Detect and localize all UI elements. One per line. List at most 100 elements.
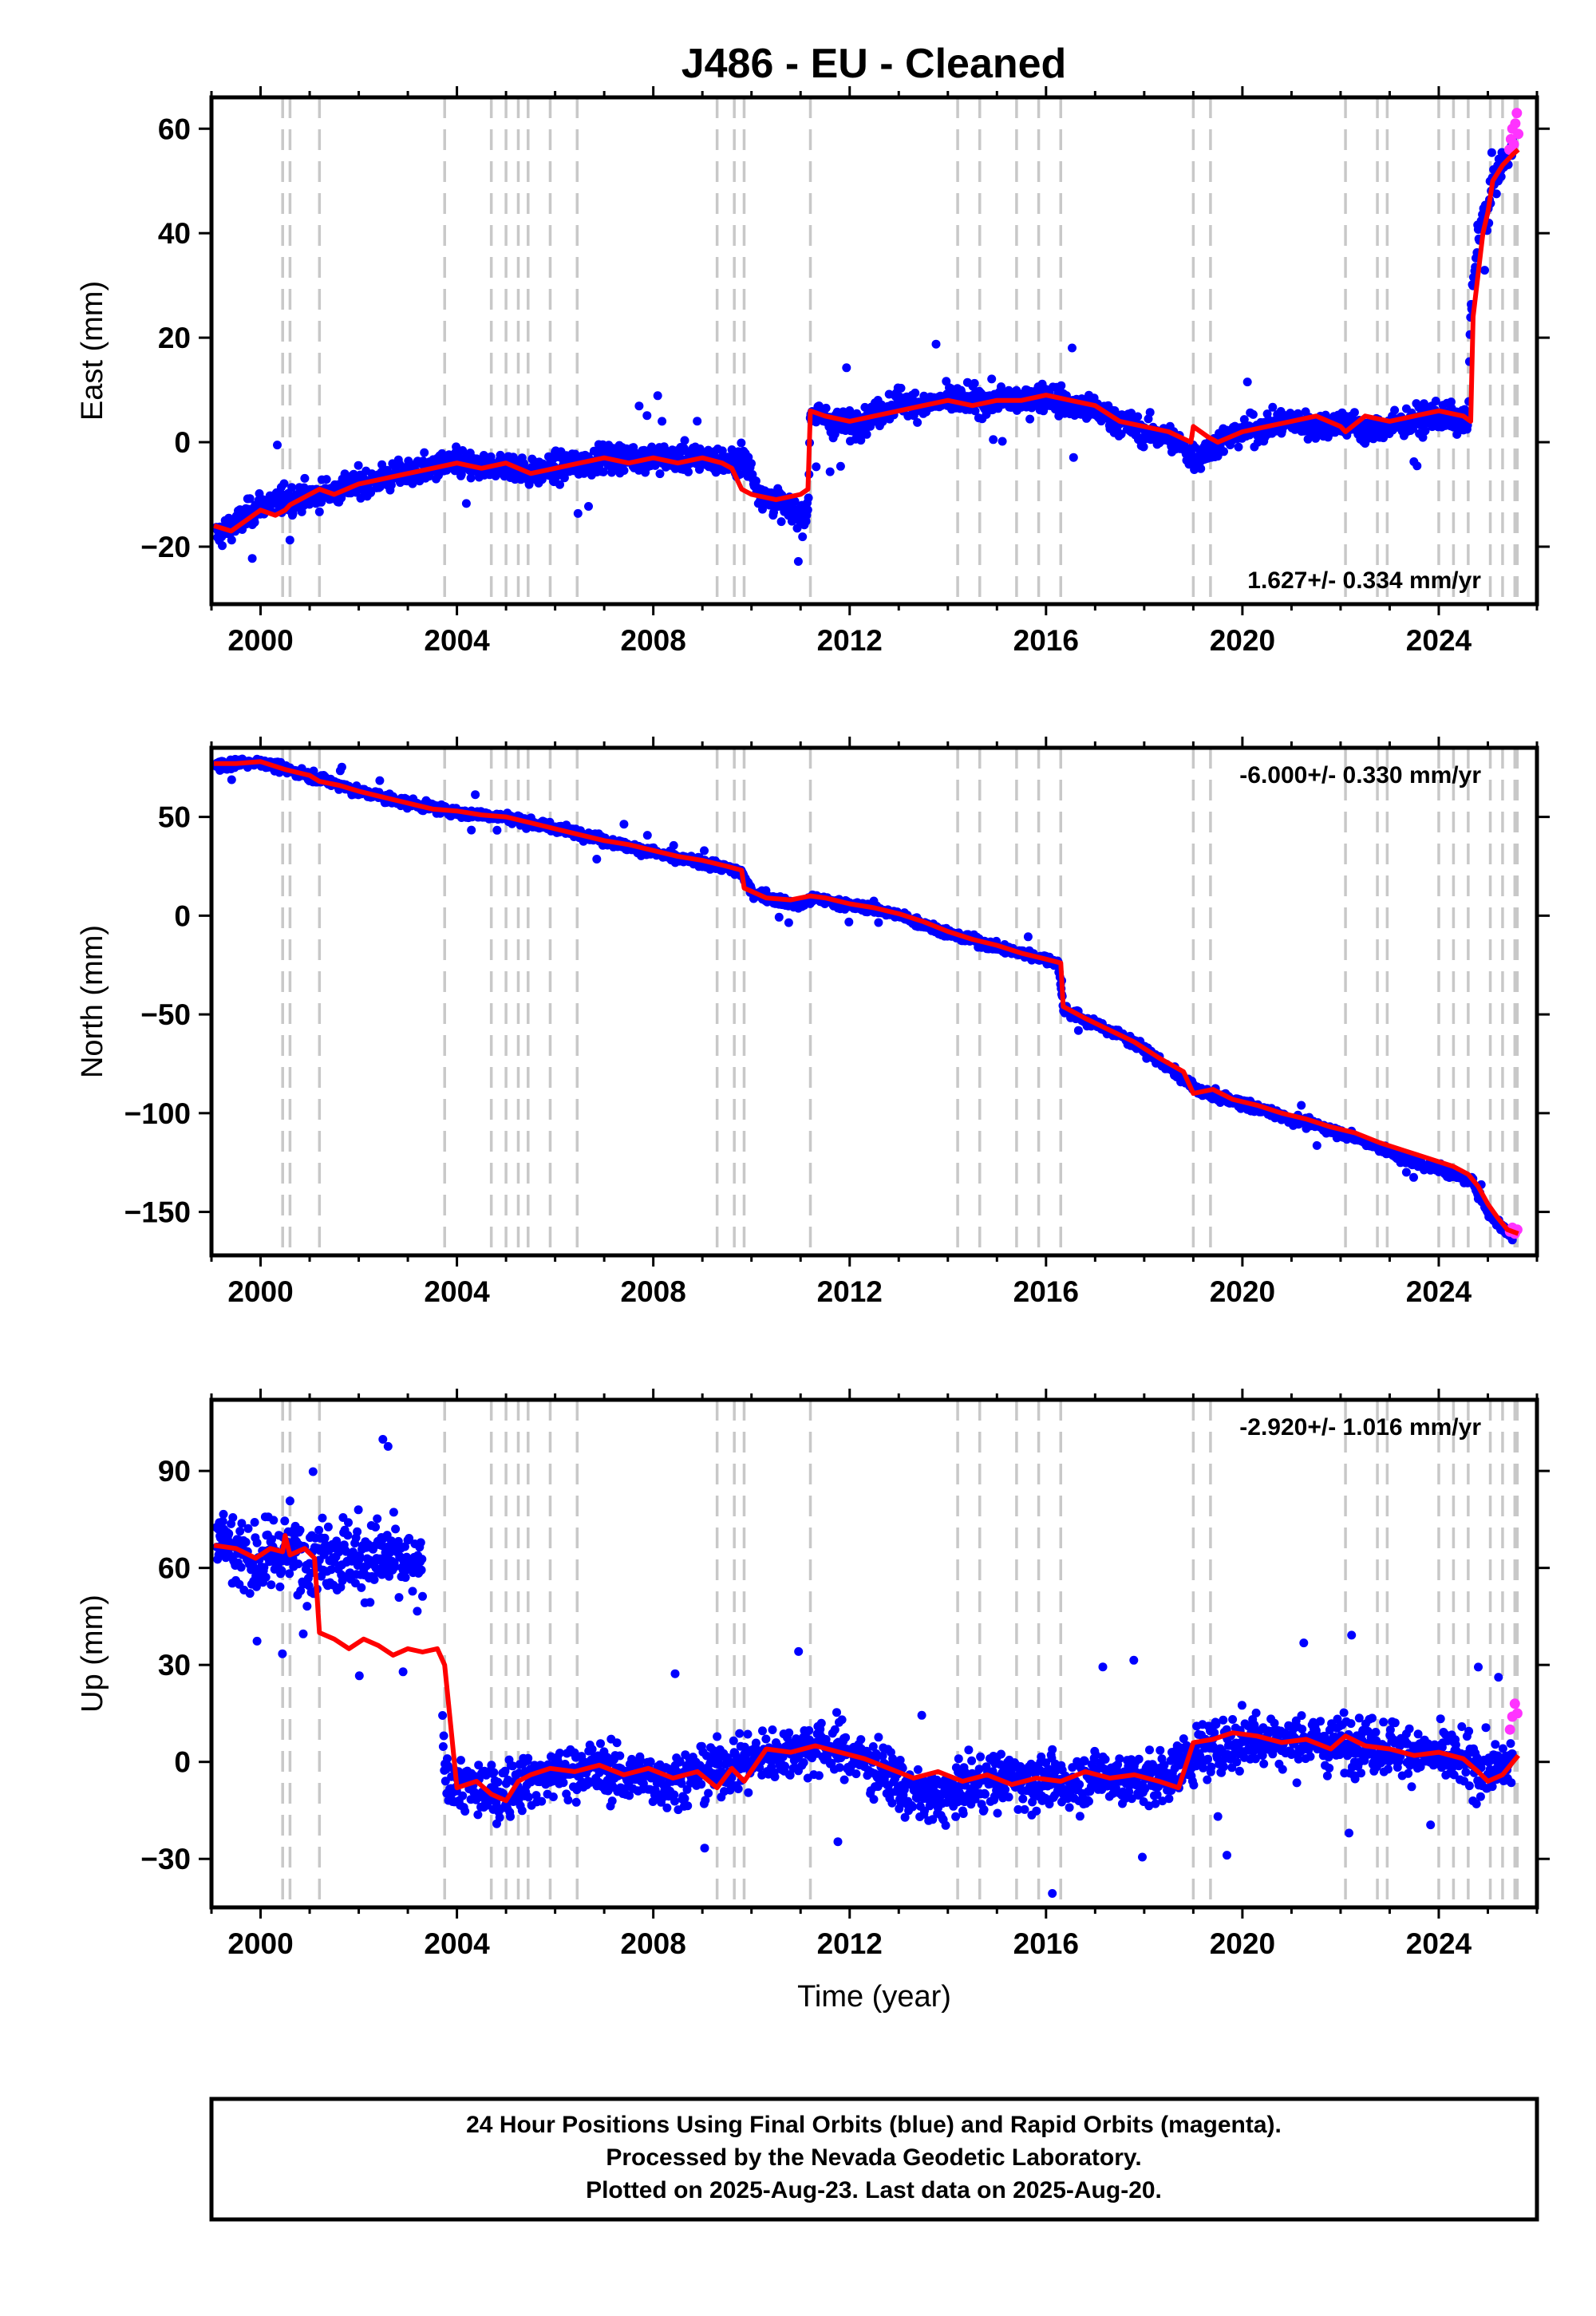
plot-area-east: [211, 97, 1524, 604]
data-point: [314, 1525, 324, 1535]
outlier-point: [337, 762, 346, 772]
data-point: [259, 1563, 269, 1572]
data-point: [323, 1522, 333, 1531]
series-final-orbits: [211, 748, 1517, 1245]
rapid-point: [1508, 139, 1519, 150]
outlier-point: [1312, 1140, 1321, 1150]
data-point: [896, 383, 906, 393]
data-point: [250, 518, 259, 527]
outlier-point: [793, 557, 803, 566]
y-axis-label: East (mm): [76, 281, 109, 421]
data-point: [856, 436, 866, 445]
outlier-point: [1023, 932, 1033, 942]
x-tick-label: 2008: [621, 1275, 686, 1308]
data-point: [987, 374, 997, 384]
data-point: [245, 1589, 255, 1599]
y-tick-label: 0: [174, 426, 191, 459]
outlier-point: [592, 855, 602, 864]
x-tick-label: 2016: [1013, 1275, 1079, 1308]
rapid-point: [1513, 128, 1524, 140]
data-point: [1239, 415, 1249, 425]
data-point: [342, 1547, 351, 1556]
data-point: [420, 448, 429, 457]
data-point: [684, 467, 693, 476]
data-point: [300, 473, 310, 483]
data-point: [344, 1518, 353, 1528]
data-point: [320, 1533, 330, 1543]
data-point: [261, 1572, 271, 1582]
data-point: [275, 1582, 285, 1591]
outlier-point: [693, 417, 702, 426]
data-point: [236, 1563, 246, 1572]
data-point: [970, 378, 979, 388]
outlier-point: [467, 825, 476, 835]
data-point: [287, 483, 297, 492]
outlier-point: [285, 536, 294, 545]
data-point: [559, 473, 569, 483]
data-point: [280, 1516, 290, 1526]
data-point: [647, 442, 657, 452]
outlier-point: [1401, 1168, 1411, 1177]
data-point: [803, 505, 812, 515]
outlier-point: [784, 918, 793, 927]
y-tick-label: −50: [140, 998, 191, 1031]
data-point: [1390, 405, 1400, 415]
series-rapid-orbits: [1504, 108, 1524, 155]
outlier-point: [584, 502, 593, 511]
data-point: [250, 1518, 259, 1527]
data-point: [227, 536, 236, 545]
outlier-point: [1480, 266, 1489, 275]
outlier-point: [461, 499, 471, 508]
x-tick-label: 2020: [1210, 1275, 1275, 1308]
model-line: [214, 759, 1519, 1236]
data-point: [1447, 397, 1456, 407]
y-tick-label: −20: [140, 531, 191, 563]
outlier-point: [998, 437, 1007, 446]
outlier-point: [1073, 1026, 1083, 1035]
data-point: [456, 469, 466, 479]
data-point: [241, 1537, 251, 1547]
data-point: [1420, 426, 1430, 436]
data-point: [1133, 412, 1143, 421]
data-point: [285, 1569, 294, 1579]
data-point: [267, 1535, 276, 1544]
data-point: [776, 517, 786, 527]
x-tick-label: 2016: [1013, 624, 1079, 657]
panel-north: 2000 2004 2008 2012 2016 2020 2024−150−100−500…: [76, 737, 1550, 1308]
data-point: [357, 1583, 366, 1592]
data-point: [737, 438, 746, 448]
outlier-point: [653, 391, 662, 401]
data-point: [314, 507, 324, 516]
outlier-point: [812, 462, 821, 472]
data-point: [1349, 408, 1359, 417]
x-tick-label: 2008: [621, 624, 686, 657]
outlier-point: [642, 831, 652, 840]
data-point: [237, 1519, 247, 1528]
x-tick-label: 2000: [227, 624, 293, 657]
outlier-point: [619, 820, 629, 829]
rate-annotation: -6.000+/- 0.330 mm/yr: [1239, 762, 1481, 788]
data-point: [519, 459, 528, 468]
outlier-point: [774, 912, 784, 922]
data-point: [1219, 447, 1228, 456]
outlier-point: [842, 363, 851, 373]
outlier-point: [874, 918, 883, 927]
data-point: [862, 429, 871, 439]
data-point: [1196, 464, 1206, 473]
rate-annotation: 1.627+/- 0.334 mm/yr: [1247, 567, 1481, 594]
outlier-point: [247, 554, 257, 563]
y-tick-label: 40: [158, 217, 191, 250]
outlier-point: [931, 339, 941, 349]
data-point: [338, 1576, 347, 1586]
plot-frame: [209, 745, 1539, 1258]
data-point: [1191, 443, 1200, 453]
x-tick-label: 2000: [227, 1275, 293, 1308]
data-point: [792, 524, 802, 533]
data-point: [911, 388, 920, 397]
data-point: [306, 1568, 315, 1578]
data-point: [322, 475, 331, 484]
outlier-point: [642, 411, 652, 421]
outlier-point: [471, 790, 480, 800]
panel-east: 2000 2004 2008 2012 2016 2020 2024−200204060Ea…: [76, 86, 1550, 657]
data-point: [354, 1505, 363, 1515]
